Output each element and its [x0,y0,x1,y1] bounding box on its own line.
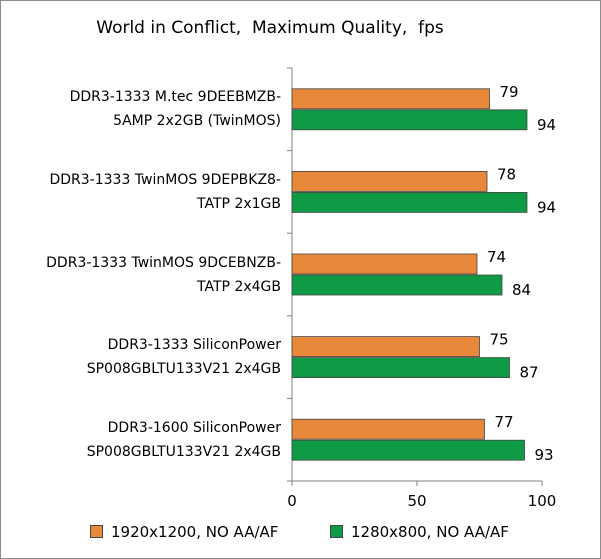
chart-title: World in Conflict, Maximum Quality, fps [96,18,444,38]
category-label-line: DDR3-1333 TwinMOS 9DEPBKZ8- [49,171,281,188]
bar-series-2 [291,109,528,131]
data-label: 77 [495,413,514,431]
data-label: 79 [500,83,519,101]
legend-label: 1280x800, NO AA/AF [351,523,509,541]
category-label-line: DDR3-1600 SiliconPower [107,419,281,436]
x-tick-label: 100 [528,492,557,510]
category-label: DDR3-1333 TwinMOS 9DEPBKZ8- TATP 2x1GB [0,168,281,216]
category-label: DDR3-1333 SiliconPower SP008GBLTU133V21 2… [0,333,281,381]
x-tick-label: 50 [407,492,426,510]
data-label: 75 [490,331,509,349]
category-label-line: DDR3-1333 TwinMOS 9DCEBNZB- [46,254,281,271]
bar-series-2 [291,439,525,461]
legend-label: 1920x1200, NO AA/AF [111,523,279,541]
bar-series-1 [291,418,485,440]
category-label-line: TATP 2x1GB [197,195,281,212]
bar-series-1 [291,336,480,358]
category-label-line: 5AMP 2x2GB (TwinMOS) [113,113,281,130]
data-label: 94 [537,116,556,134]
data-label: 94 [537,198,556,216]
data-label: 78 [497,165,516,183]
category-label: DDR3-1333 TwinMOS 9DCEBNZB- TATP 2x4GB [0,251,281,299]
category-label-line: SP008GBLTU133V21 2x4GB [86,443,281,460]
data-label: 87 [520,364,539,382]
category-label-line: TATP 2x4GB [197,278,281,295]
category-label-line: DDR3-1333 SiliconPower [107,337,281,354]
category-label: DDR3-1600 SiliconPower SP008GBLTU133V21 2… [0,416,281,464]
bar-series-1 [291,88,490,110]
category-label-line: SP008GBLTU133V21 2x4GB [86,361,281,378]
bar-series-1 [291,170,488,192]
legend-item: 1920x1200, NO AA/AF [90,520,278,544]
data-label: 93 [535,446,554,464]
category-label-line: DDR3-1333 M.tec 9DEEBMZB- [69,89,281,106]
legend-swatch [90,525,103,538]
data-label: 84 [512,281,531,299]
bar-series-2 [291,191,528,213]
legend-item: 1280x800, NO AA/AF [330,520,509,544]
x-tick-label: 0 [287,492,297,510]
legend-swatch [330,525,343,538]
bar-series-2 [291,357,510,379]
legend: 1920x1200, NO AA/AF 1280x800, NO AA/AF [0,520,601,544]
category-label: DDR3-1333 M.tec 9DEEBMZB- 5AMP 2x2GB (Twi… [0,85,281,133]
bar-series-2 [291,274,503,296]
bar-series-1 [291,253,478,275]
data-label: 74 [487,248,506,266]
